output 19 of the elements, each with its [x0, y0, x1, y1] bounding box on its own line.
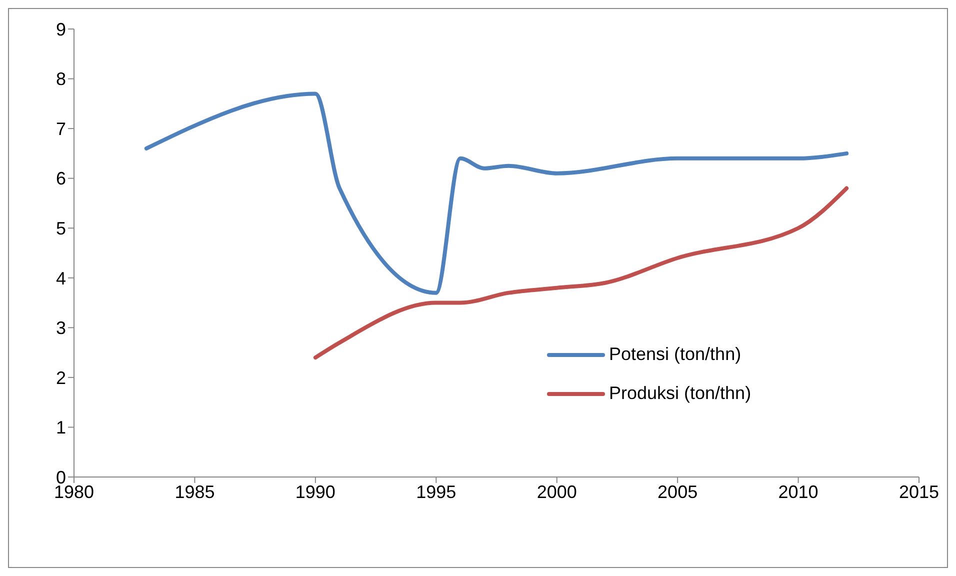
- x-tick-label: 2005: [658, 482, 698, 502]
- y-tick-label: 9: [56, 19, 66, 40]
- x-tick-label: 1995: [416, 482, 456, 502]
- y-tick-label: 7: [56, 118, 66, 139]
- x-tick-label: 1990: [295, 482, 336, 502]
- y-tick-label: 3: [56, 318, 66, 338]
- legend-label: Produksi (ton/thn): [609, 383, 752, 404]
- y-tick-label: 1: [56, 418, 66, 438]
- x-tick-label: 2000: [536, 482, 577, 502]
- x-tick-label: 2010: [778, 482, 818, 502]
- y-tick-label: 8: [56, 69, 66, 90]
- legend-label: Potensi (ton/thn): [609, 344, 742, 365]
- y-tick-label: 4: [56, 268, 66, 288]
- x-tick-label: 1985: [174, 482, 215, 502]
- y-tick-label: 2: [56, 368, 66, 388]
- x-tick-label: 2015: [898, 482, 940, 502]
- y-tick-label: 6: [56, 168, 66, 189]
- line-series: [144, 92, 849, 295]
- y-tick-label: 5: [56, 218, 66, 238]
